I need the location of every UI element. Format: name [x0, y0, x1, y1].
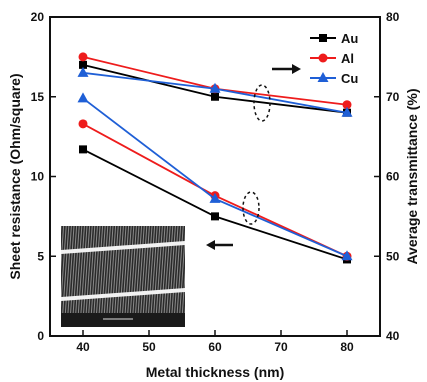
sem-inset-image [61, 226, 185, 327]
data-point [341, 250, 353, 261]
right-arrow-icon [292, 64, 301, 74]
y-tick-label-right: 70 [386, 90, 400, 104]
y-tick-label-left: 0 [37, 329, 44, 343]
series-layer [77, 52, 353, 264]
data-point [211, 92, 219, 101]
axes: 40 50 60 70 80 0 5 10 15 20 40 50 60 70 80 [31, 10, 400, 354]
data-point [209, 82, 221, 93]
data-point [77, 66, 89, 77]
y-tick-label-left: 15 [31, 90, 45, 104]
inset-info-bar [61, 313, 185, 327]
legend: Au Al Cu [310, 31, 358, 86]
legend-item-al: Al [310, 51, 354, 66]
data-point [342, 100, 352, 110]
x-tick-label: 40 [76, 340, 90, 354]
y-tick-label-left: 10 [31, 170, 45, 184]
data-point [77, 92, 89, 103]
legend-marker [317, 72, 329, 82]
y-tick-label-left: 20 [31, 10, 45, 24]
x-tick-label: 80 [340, 340, 354, 354]
data-point [209, 192, 221, 203]
legend-marker [318, 53, 328, 63]
legend-item-au: Au [310, 31, 358, 46]
y-tick-label-left: 5 [37, 249, 44, 263]
y-axis-label-right: Average transmittance (%) [404, 88, 420, 264]
series-cu-right [77, 66, 353, 117]
data-point [79, 60, 87, 69]
data-point [78, 52, 88, 62]
x-tick-label: 70 [274, 340, 288, 354]
annotations [206, 64, 301, 250]
inset-band [61, 288, 185, 301]
series-cu-left [77, 92, 353, 261]
legend-marker [319, 34, 327, 42]
data-point [78, 119, 88, 129]
data-point [341, 106, 353, 117]
data-point [211, 212, 219, 221]
legend-label: Au [341, 31, 358, 46]
inset-texture [61, 226, 185, 327]
left-axis-group-oval [242, 191, 260, 225]
y-tick-label-right: 60 [386, 170, 400, 184]
data-point [79, 145, 87, 154]
y-tick-label-right: 40 [386, 329, 400, 343]
y-tick-label-right: 50 [386, 249, 400, 263]
legend-label: Cu [341, 71, 358, 86]
x-tick-label: 50 [142, 340, 156, 354]
x-axis-label: Metal thickness (nm) [146, 364, 284, 380]
left-arrow-icon [206, 240, 215, 250]
right-axis-group-oval [253, 84, 271, 122]
y-tick-label-right: 80 [386, 10, 400, 24]
x-tick-label: 60 [208, 340, 222, 354]
inset-band [61, 241, 185, 254]
legend-label: Al [341, 51, 354, 66]
y-axis-label-left: Sheet resistance (Ohm/square) [7, 73, 23, 279]
legend-item-cu: Cu [310, 71, 358, 86]
